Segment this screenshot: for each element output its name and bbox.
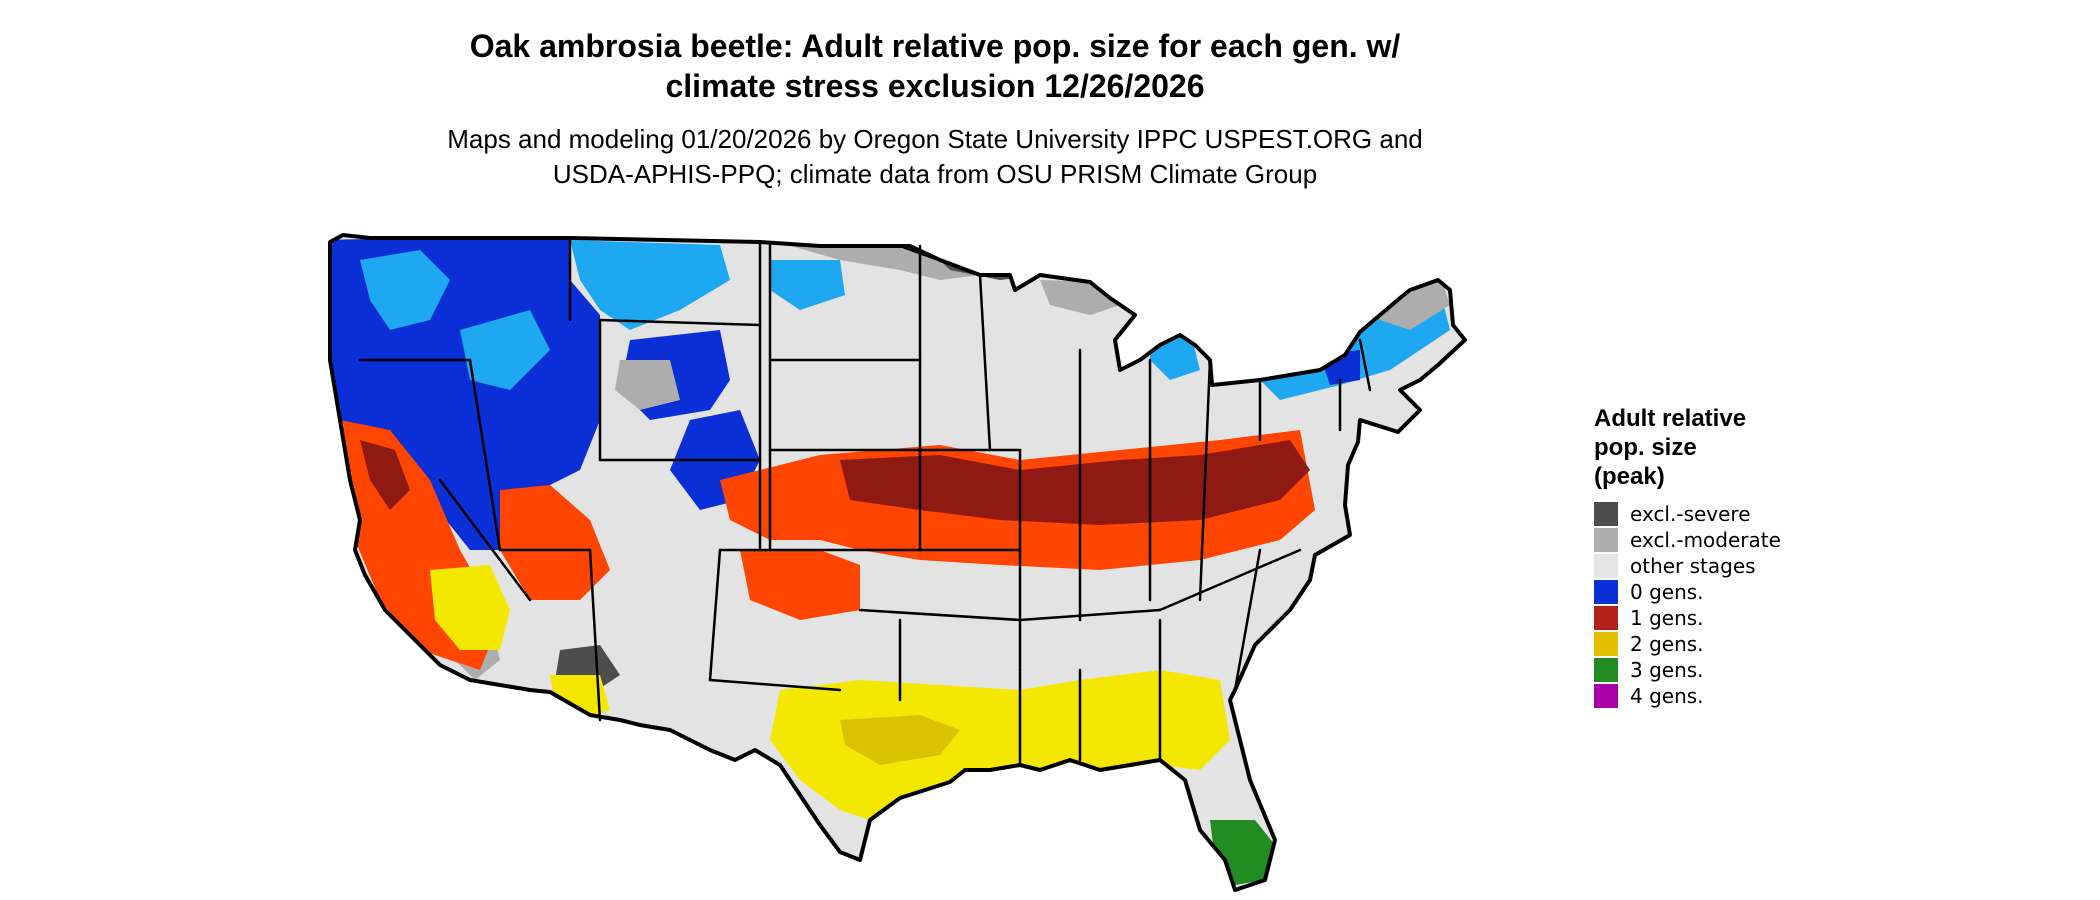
state-border [468, 358, 502, 552]
region-one-gen-texas-north [740, 550, 860, 620]
us-outline [328, 233, 1467, 892]
region-three-gen-keys [1180, 875, 1235, 890]
legend-swatch [1594, 632, 1618, 656]
legend-swatch [1594, 502, 1618, 526]
region-one-gen-utah-arizona [500, 485, 610, 600]
region-zero-gen-light-1 [360, 250, 450, 330]
legend-swatch [1594, 684, 1618, 708]
region-two-gen-gulf [770, 670, 1230, 820]
state-border [708, 678, 842, 692]
state-border [598, 318, 762, 327]
legend-item-4-gens: 4 gens. [1594, 683, 1781, 709]
title-line-1: Oak ambrosia beetle: Adult relative pop.… [469, 28, 1401, 64]
region-zero-gen-montana [570, 240, 730, 330]
legend-title: Adult relative pop. size (peak) [1594, 404, 1781, 491]
state-border [978, 273, 992, 452]
subtitle-line-1: Maps and modeling 01/20/2026 by Oregon S… [447, 124, 1423, 154]
legend-label: 3 gens. [1630, 658, 1704, 682]
region-excl-moderate-wyoming [615, 360, 680, 410]
map-title: Oak ambrosia beetle: Adult relative pop.… [260, 26, 1610, 106]
legend-swatch [1594, 580, 1618, 604]
region-two-gen-dark-texas [840, 715, 960, 765]
legend: Adult relative pop. size (peak) excl.-se… [1594, 404, 1781, 709]
state-border [1233, 548, 1262, 692]
legend-title-line: Adult relative [1594, 405, 1747, 432]
legend-item-excl-severe: excl.-severe [1594, 501, 1781, 527]
state-border [1018, 608, 1162, 622]
legend-swatch [1594, 606, 1618, 630]
state-border [898, 244, 982, 277]
legend-item-other-stages: other stages [1594, 553, 1781, 579]
legend-item-0-gens: 0 gens. [1594, 579, 1781, 605]
region-zero-gen-north-dakota [770, 260, 845, 310]
state-border [1158, 548, 1302, 612]
title-line-2: climate stress exclusion 12/26/2026 [665, 68, 1205, 104]
state-border [1198, 358, 1212, 602]
state-border [708, 548, 722, 682]
legend-item-3-gens: 3 gens. [1594, 657, 1781, 683]
legend-swatch [1594, 554, 1618, 578]
region-two-gen-southwest [430, 565, 510, 650]
legend-label: 0 gens. [1630, 580, 1704, 604]
legend-label: excl.-severe [1630, 502, 1751, 526]
legend-title-line: (peak) [1594, 463, 1665, 490]
region-one-gen-dark-california [360, 440, 410, 510]
region-zero-gen-light-2 [460, 310, 550, 390]
state-border [588, 548, 602, 722]
subtitle-line-2: USDA-APHIS-PPQ; climate data from OSU PR… [552, 159, 1318, 189]
legend-title-line: pop. size [1594, 434, 1697, 461]
state-border [438, 478, 532, 602]
legend-label: excl.-moderate [1630, 528, 1781, 552]
legend-swatch [1594, 658, 1618, 682]
us-map [328, 233, 1467, 892]
state-border [1358, 338, 1372, 392]
map-subtitle: Maps and modeling 01/20/2026 by Oregon S… [260, 122, 1610, 192]
legend-item-2-gens: 2 gens. [1594, 631, 1781, 657]
legend-swatch [1594, 528, 1618, 552]
legend-label: 1 gens. [1630, 606, 1704, 630]
state-border [858, 608, 1022, 622]
legend-label: 2 gens. [1630, 632, 1704, 656]
region-one-gen-dark-band [840, 440, 1310, 525]
legend-label: other stages [1630, 554, 1756, 578]
legend-item-excl-moderate: excl.-moderate [1594, 527, 1781, 553]
legend-label: 4 gens. [1630, 684, 1704, 708]
legend-item-1-gens: 1 gens. [1594, 605, 1781, 631]
